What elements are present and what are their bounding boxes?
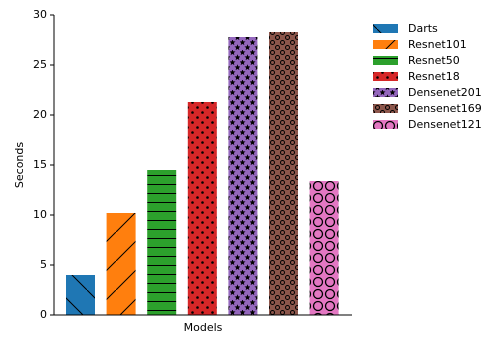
bar xyxy=(66,275,95,315)
y-tick-label: 5 xyxy=(40,258,47,271)
y-tick-label: 0 xyxy=(40,308,47,321)
legend-swatch xyxy=(373,40,398,49)
bar xyxy=(228,37,258,315)
legend-label: Resnet101 xyxy=(408,38,467,51)
legend-swatch xyxy=(373,56,398,65)
bar xyxy=(309,181,339,315)
y-axis-label: Seconds xyxy=(13,142,26,188)
bar xyxy=(147,170,177,315)
legend-label: Densenet201 xyxy=(408,86,482,99)
y-tick-label: 30 xyxy=(33,8,47,21)
legend-swatch xyxy=(373,120,398,129)
y-tick-label: 25 xyxy=(33,58,47,71)
legend-swatch xyxy=(373,88,398,97)
legend-label: Densenet169 xyxy=(408,102,482,115)
legend-swatch xyxy=(373,24,398,33)
bar xyxy=(269,32,298,315)
legend-label: Resnet50 xyxy=(408,54,460,67)
legend-label: Darts xyxy=(408,22,438,35)
y-tick-label: 15 xyxy=(33,158,47,171)
bar xyxy=(106,213,136,315)
legend-swatch xyxy=(373,104,398,113)
x-axis-label: Models xyxy=(184,321,223,334)
legend-swatch xyxy=(373,72,398,81)
legend-label: Resnet18 xyxy=(408,70,460,83)
y-tick-label: 10 xyxy=(33,208,47,221)
y-tick-label: 20 xyxy=(33,108,47,121)
bar xyxy=(187,102,217,315)
legend-label: Densenet121 xyxy=(408,118,482,131)
